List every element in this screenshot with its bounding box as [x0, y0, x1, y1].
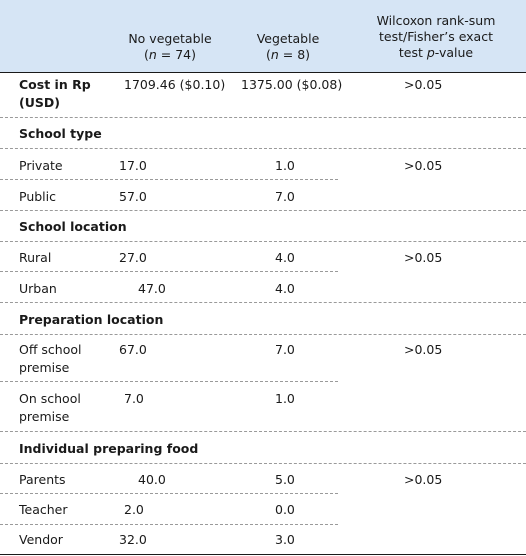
off-school-line-2: premise	[19, 360, 70, 375]
row-label-off-school-premise: Off school premise	[19, 341, 82, 377]
on-school-no-vegetable: 7.0	[124, 391, 144, 406]
row-divider	[0, 241, 526, 242]
header-no-vegetable-label: No vegetable	[128, 31, 212, 46]
rural-vegetable: 4.0	[275, 250, 295, 265]
header-no-vegetable: No vegetable (n = 74)	[110, 31, 230, 63]
row-label-urban: Urban	[19, 281, 57, 296]
parents-no-vegetable: 40.0	[138, 472, 166, 487]
row-label-on-school-premise: On school premise	[19, 390, 81, 426]
group-school-location: School location	[19, 219, 127, 234]
teacher-no-vegetable: 2.0	[124, 502, 144, 517]
urban-vegetable: 4.0	[275, 281, 295, 296]
header-vegetable-n: (n = 8)	[238, 47, 338, 63]
header-test-line-1: Wilcoxon rank-sum	[376, 13, 496, 28]
private-no-vegetable: 17.0	[119, 158, 147, 173]
n-variable: n	[270, 47, 279, 62]
header-no-vegetable-n: (n = 74)	[110, 47, 230, 63]
parents-vegetable: 5.0	[275, 472, 295, 487]
header-vegetable-label: Vegetable	[256, 31, 320, 46]
row-label-private: Private	[19, 158, 63, 173]
row-label-teacher: Teacher	[19, 502, 68, 517]
urban-no-vegetable: 47.0	[138, 281, 166, 296]
off-school-line-1: Off school	[19, 342, 82, 357]
row-label-vendor: Vendor	[19, 532, 63, 547]
test-word: test	[398, 45, 427, 60]
row-label-parents: Parents	[19, 472, 66, 487]
public-vegetable: 7.0	[275, 189, 295, 204]
preparation-location-p-value: >0.05	[404, 342, 443, 357]
header-test: Wilcoxon rank-sum test/Fisher’s exact te…	[348, 13, 524, 61]
header-vegetable: Vegetable (n = 8)	[238, 31, 338, 63]
p-variable: p	[426, 45, 435, 60]
cost-label-line-1: Cost in Rp	[19, 77, 91, 92]
n-variable: n	[148, 47, 157, 62]
row-divider	[0, 381, 338, 382]
on-school-line-1: On school	[19, 391, 81, 406]
private-vegetable: 1.0	[275, 158, 295, 173]
off-school-vegetable: 7.0	[275, 342, 295, 357]
row-label-cost: Cost in Rp (USD)	[19, 76, 91, 112]
row-divider	[0, 493, 338, 494]
school-location-p-value: >0.05	[404, 250, 443, 265]
vendor-vegetable: 3.0	[275, 532, 295, 547]
row-divider	[0, 210, 526, 211]
group-school-type: School type	[19, 126, 102, 141]
header-rule	[0, 72, 526, 73]
individual-p-value: >0.05	[404, 472, 443, 487]
cost-p-value: >0.05	[404, 77, 443, 92]
public-no-vegetable: 57.0	[119, 189, 147, 204]
row-divider	[0, 302, 526, 303]
group-preparation-location: Preparation location	[19, 312, 164, 327]
off-school-no-vegetable: 67.0	[119, 342, 147, 357]
paren-open: (	[143, 47, 149, 62]
cost-vegetable: 1375.00 ($0.08)	[241, 77, 343, 92]
row-label-public: Public	[19, 189, 56, 204]
n-value: = 8)	[278, 47, 311, 62]
row-divider	[0, 148, 526, 149]
on-school-line-2: premise	[19, 409, 70, 424]
group-individual-preparing-food: Individual preparing food	[19, 441, 199, 456]
teacher-vegetable: 0.0	[275, 502, 295, 517]
row-divider	[0, 271, 338, 272]
row-divider	[0, 463, 526, 464]
on-school-vegetable: 1.0	[275, 391, 295, 406]
vendor-no-vegetable: 32.0	[119, 532, 147, 547]
table-header	[0, 0, 526, 72]
row-divider	[0, 334, 526, 335]
paren-open: (	[265, 47, 271, 62]
header-test-line-3: test p-value	[348, 45, 524, 61]
rural-no-vegetable: 27.0	[119, 250, 147, 265]
row-divider	[0, 179, 338, 180]
table-bottom-rule	[0, 554, 526, 555]
cost-label-line-2: (USD)	[19, 95, 60, 110]
value-word: -value	[434, 45, 474, 60]
row-divider	[0, 117, 526, 118]
school-type-p-value: >0.05	[404, 158, 443, 173]
n-value: = 74)	[156, 47, 197, 62]
header-test-line-2: test/Fisher’s exact	[379, 29, 493, 44]
cost-no-vegetable: 1709.46 ($0.10)	[124, 77, 226, 92]
row-label-rural: Rural	[19, 250, 52, 265]
row-divider	[0, 524, 338, 525]
row-divider	[0, 431, 526, 432]
